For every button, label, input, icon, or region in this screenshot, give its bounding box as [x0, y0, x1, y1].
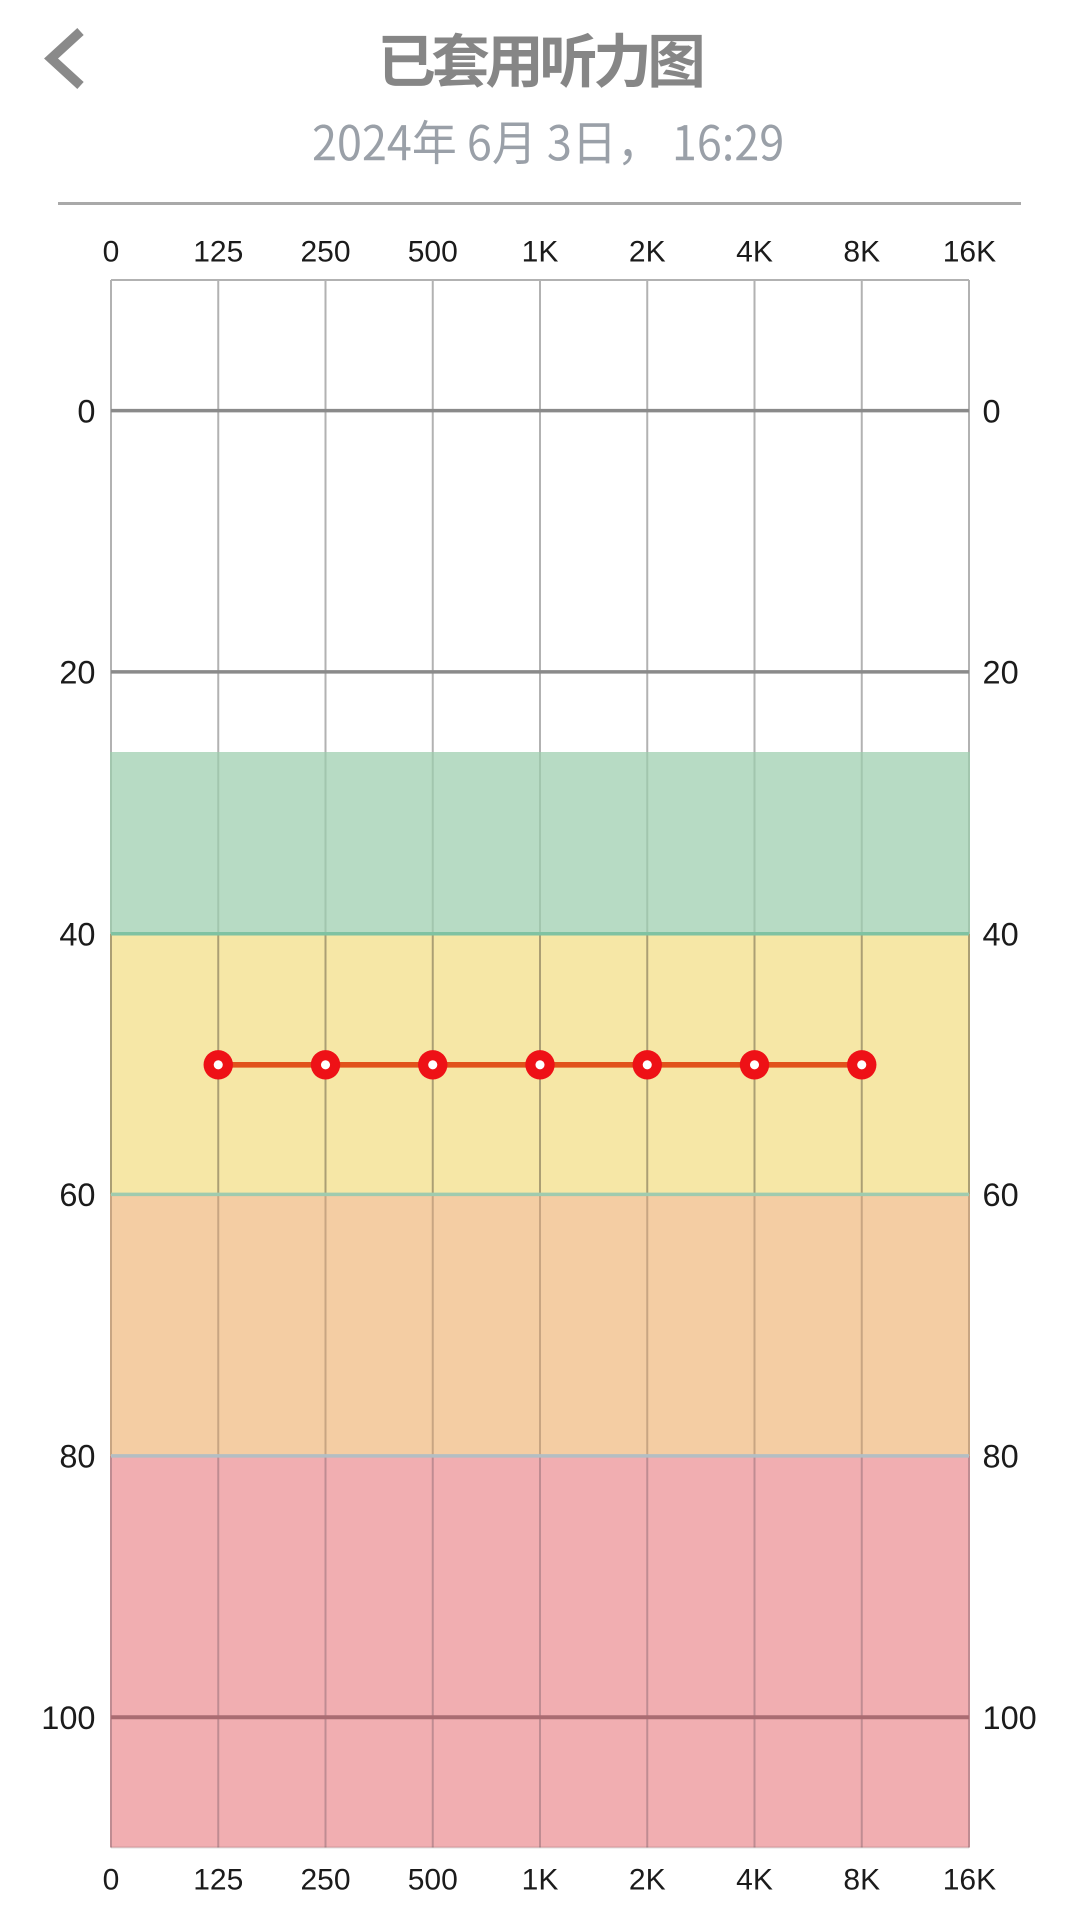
svg-text:125: 125 — [193, 236, 243, 269]
svg-text:0: 0 — [103, 236, 120, 269]
svg-text:2K: 2K — [629, 236, 666, 269]
svg-text:250: 250 — [300, 236, 350, 269]
svg-text:100: 100 — [41, 1700, 95, 1736]
svg-text:0: 0 — [77, 393, 95, 429]
svg-text:0: 0 — [983, 393, 1001, 429]
svg-text:2K: 2K — [629, 1863, 666, 1896]
svg-text:8K: 8K — [843, 236, 880, 269]
svg-text:250: 250 — [300, 1863, 350, 1896]
svg-text:80: 80 — [983, 1439, 1019, 1475]
svg-text:20: 20 — [59, 655, 95, 691]
svg-text:80: 80 — [59, 1439, 95, 1475]
svg-text:16K: 16K — [943, 236, 996, 269]
svg-text:16K: 16K — [943, 1863, 996, 1896]
svg-text:60: 60 — [59, 1177, 95, 1213]
svg-text:40: 40 — [983, 917, 1019, 953]
svg-text:4K: 4K — [736, 236, 773, 269]
svg-text:40: 40 — [59, 917, 95, 953]
svg-text:100: 100 — [983, 1700, 1037, 1736]
svg-text:500: 500 — [408, 1863, 458, 1896]
svg-text:8K: 8K — [843, 1863, 880, 1896]
svg-text:60: 60 — [983, 1177, 1019, 1213]
svg-text:4K: 4K — [736, 1863, 773, 1896]
svg-text:20: 20 — [983, 655, 1019, 691]
svg-text:500: 500 — [408, 236, 458, 269]
svg-text:1K: 1K — [522, 1863, 559, 1896]
svg-text:1K: 1K — [522, 236, 559, 269]
svg-text:0: 0 — [103, 1863, 120, 1896]
svg-text:125: 125 — [193, 1863, 243, 1896]
